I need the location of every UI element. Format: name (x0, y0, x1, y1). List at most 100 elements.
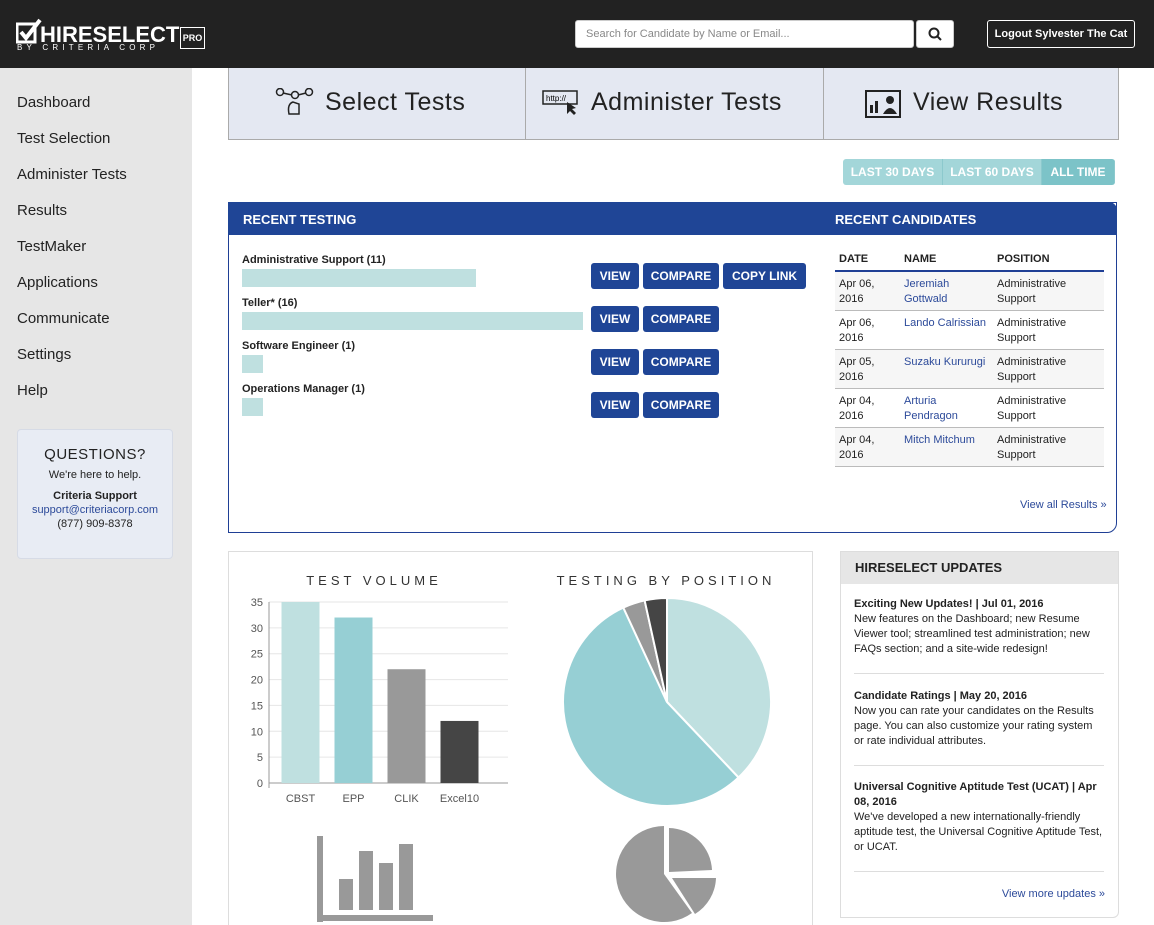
support-phone: (877) 909-8378 (57, 518, 133, 530)
cell[interactable]: Arturia Pendragon (904, 395, 958, 422)
panel-header (228, 202, 1117, 235)
x-tick-label: Excel10 (440, 793, 479, 805)
y-tick-label: 15 (251, 700, 263, 712)
update-heading: Candidate Ratings | May 20, 2016 (854, 690, 1028, 702)
support-box: QUESTIONS? We're here to help. Criteria … (17, 429, 173, 559)
test-bar (242, 398, 264, 416)
date-filters: LAST 30 DAYS LAST 60 DAYS ALL TIME (843, 159, 1115, 185)
y-tick-label: 30 (251, 623, 263, 635)
nav-item[interactable]: Help (17, 382, 48, 399)
test-bar (242, 355, 264, 373)
tab-label[interactable]: View Results (913, 88, 1064, 116)
search-input[interactable]: Search for Candidate by Name or Email... (575, 20, 914, 48)
nav-item[interactable]: Dashboard (17, 94, 91, 111)
x-tick-label: CLIK (394, 793, 419, 805)
more-updates-link[interactable]: View more updates » (1001, 888, 1105, 900)
update-rule (854, 871, 1104, 872)
cell: Apr 05, 2016 (839, 356, 875, 383)
action-button[interactable]: COMPARE (643, 392, 719, 418)
test-bar (242, 312, 583, 330)
row-bg (835, 428, 1104, 466)
cell: Apr 06, 2016 (839, 317, 875, 344)
column-header: DATE (839, 253, 869, 265)
cell[interactable]: Jeremiah Gottwald (904, 278, 950, 305)
update-item: Candidate Ratings | May 20, 2016 Now you … (854, 689, 1104, 749)
cell[interactable]: Lando Calrissian (904, 317, 986, 329)
y-tick-label: 20 (251, 675, 263, 687)
nav-item[interactable]: Communicate (17, 310, 110, 327)
nav-item[interactable]: Results (17, 202, 68, 219)
x-tick-label: CBST (286, 793, 316, 805)
y-tick-label: 35 (251, 597, 263, 609)
row-rule (835, 349, 1104, 350)
update-heading: Exciting New Updates! | Jul 01, 2016 (854, 598, 1044, 610)
date-filter[interactable]: ALL TIME (1042, 159, 1115, 185)
pie-icon (616, 826, 716, 922)
y-tick-label: 0 (257, 778, 263, 790)
action-button[interactable]: COPY LINK (723, 263, 806, 289)
logo-icon (16, 18, 42, 44)
recent-panel: RECENT TESTING RECENT CANDIDATES View al… (228, 202, 1117, 533)
action-button[interactable]: VIEW (591, 263, 639, 289)
x-tick-label: EPP (342, 793, 364, 805)
date-filter[interactable]: LAST 30 DAYS (843, 159, 943, 185)
support-name: Criteria Support (53, 490, 137, 502)
search-button[interactable] (916, 20, 954, 48)
test-label: Administrative Support (11) (242, 254, 386, 266)
nav-item[interactable]: Administer Tests (17, 166, 127, 183)
update-item: Universal Cognitive Aptitude Test (UCAT)… (854, 780, 1104, 855)
nav-item[interactable]: TestMaker (17, 238, 87, 255)
logout-button[interactable]: Logout Sylvester The Cat (987, 20, 1135, 48)
search-icon (928, 27, 942, 41)
row-bg (835, 350, 1104, 388)
action-button[interactable]: VIEW (591, 306, 639, 332)
action-button[interactable]: COMPARE (643, 306, 719, 332)
tab-divider (823, 68, 824, 139)
chart-title: TEST VOLUME (306, 573, 442, 588)
update-body: We've developed a new internationally-fr… (854, 811, 1103, 853)
test-label: Operations Manager (1) (242, 383, 365, 395)
results-icon (865, 90, 901, 118)
cell[interactable]: Suzaku Kururugi (904, 356, 986, 368)
recent-candidates-title: RECENT CANDIDATES (835, 212, 977, 227)
row-rule (835, 388, 1104, 389)
cell: Apr 04, 2016 (839, 395, 875, 422)
bar-icon (317, 836, 433, 922)
support-email[interactable]: support@criteriacorp.com (31, 504, 159, 516)
cell: Apr 04, 2016 (839, 434, 875, 461)
top-bar: HIRESELECT BY CRITERIA CORP PRO Search f… (0, 0, 1154, 68)
action-button[interactable]: COMPARE (643, 349, 719, 375)
date-filter[interactable]: LAST 60 DAYS (943, 159, 1042, 185)
update-rule (854, 673, 1104, 674)
charts: TEST VOLUME 0 5 10 15 20 25 30 35 CBST EPP CLIK Exce… (251, 573, 776, 922)
chart-title: TESTING BY POSITION (557, 573, 776, 588)
row-rule (835, 466, 1104, 467)
row-rule (835, 310, 1104, 311)
action-button[interactable]: VIEW (591, 349, 639, 375)
action-button[interactable]: VIEW (591, 392, 639, 418)
support-subtitle: We're here to help. (48, 469, 142, 481)
tab-label[interactable]: Select Tests (325, 88, 466, 116)
row-bg (835, 272, 1104, 310)
nav-item[interactable]: Applications (17, 274, 98, 291)
cell: Apr 06, 2016 (839, 278, 875, 305)
cell: Administrative Support (997, 356, 1067, 383)
cell[interactable]: Mitch Mitchum (904, 434, 975, 446)
y-tick-label: 5 (257, 752, 263, 764)
updates-title: HIRESELECT UPDATES (841, 552, 1118, 584)
bar (440, 720, 479, 783)
select-icon (275, 88, 314, 115)
column-header: NAME (904, 253, 937, 265)
y-tick-label: 10 (251, 726, 263, 738)
nav-item[interactable]: Settings (17, 346, 72, 363)
action-button[interactable]: COMPARE (643, 263, 719, 289)
nav-item[interactable]: Test Selection (17, 130, 111, 147)
view-all-link[interactable]: View all Results » (1020, 499, 1107, 511)
update-item: Exciting New Updates! | Jul 01, 2016 New … (854, 597, 1104, 657)
action-tabs: Select Tests http:// Administer Tests Vi… (228, 68, 1119, 140)
recent-testing-title: RECENT TESTING (243, 212, 357, 227)
tab-label[interactable]: Administer Tests (591, 88, 782, 116)
column-header: POSITION (997, 253, 1050, 265)
cell: Administrative Support (997, 317, 1067, 344)
